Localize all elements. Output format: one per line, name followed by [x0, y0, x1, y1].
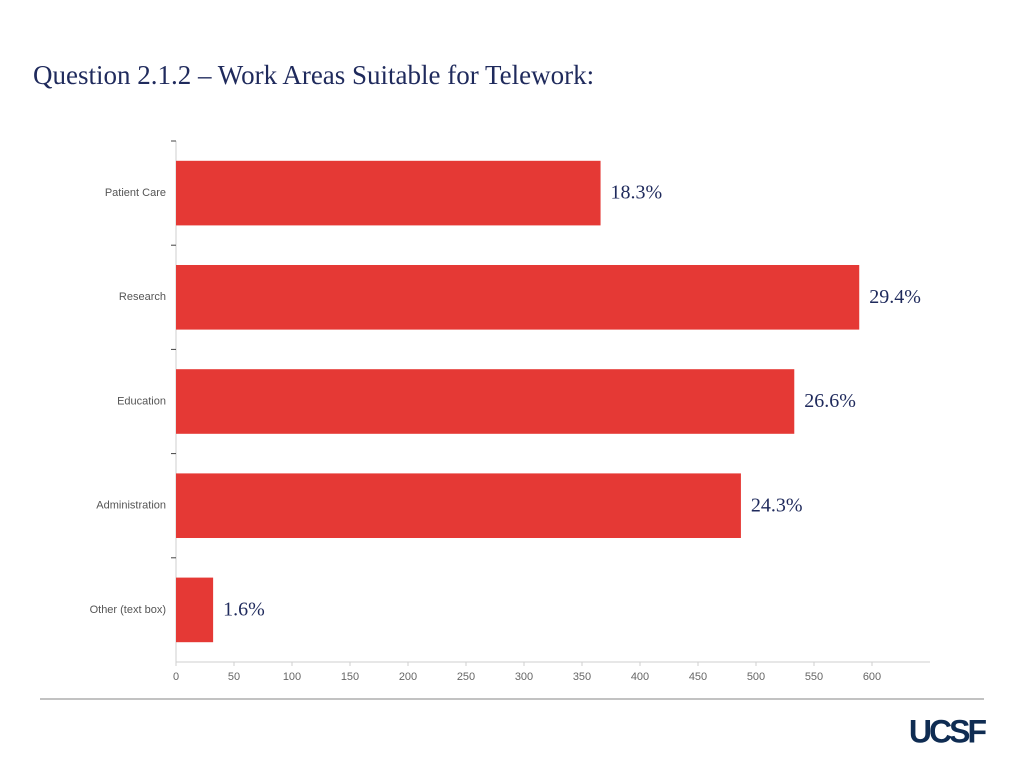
x-tick-label: 300 — [515, 671, 533, 683]
x-tick-label: 550 — [805, 671, 823, 683]
x-tick-label: 200 — [399, 671, 417, 683]
y-tick-label: Patient Care — [105, 187, 166, 199]
y-tick-label: Research — [119, 291, 166, 303]
value-label: 29.4% — [869, 286, 921, 308]
x-tick-label: 600 — [863, 671, 881, 683]
x-tick-label: 450 — [689, 671, 707, 683]
value-label: 1.6% — [223, 598, 265, 620]
bar — [176, 369, 795, 434]
x-tick-label: 400 — [631, 671, 649, 683]
y-tick-label: Education — [117, 395, 166, 407]
x-tick-label: 50 — [228, 671, 240, 683]
value-label: 26.6% — [804, 390, 856, 412]
x-tick-label: 500 — [747, 671, 765, 683]
value-label: 24.3% — [751, 494, 803, 516]
value-label: 18.3% — [611, 182, 663, 204]
bar — [176, 577, 214, 643]
x-tick-label: 0 — [173, 671, 179, 683]
logo: UCSF — [909, 713, 987, 749]
bar — [176, 160, 601, 226]
x-tick-label: 250 — [457, 671, 475, 683]
y-tick-label: Administration — [96, 500, 166, 512]
x-tick-label: 100 — [283, 671, 301, 683]
y-tick-label: Other (text box) — [90, 604, 166, 616]
bar — [176, 473, 741, 539]
bar — [176, 264, 860, 330]
slide-title: Question 2.1.2 – Work Areas Suitable for… — [33, 60, 594, 90]
x-tick-label: 350 — [573, 671, 591, 683]
x-tick-label: 150 — [341, 671, 359, 683]
